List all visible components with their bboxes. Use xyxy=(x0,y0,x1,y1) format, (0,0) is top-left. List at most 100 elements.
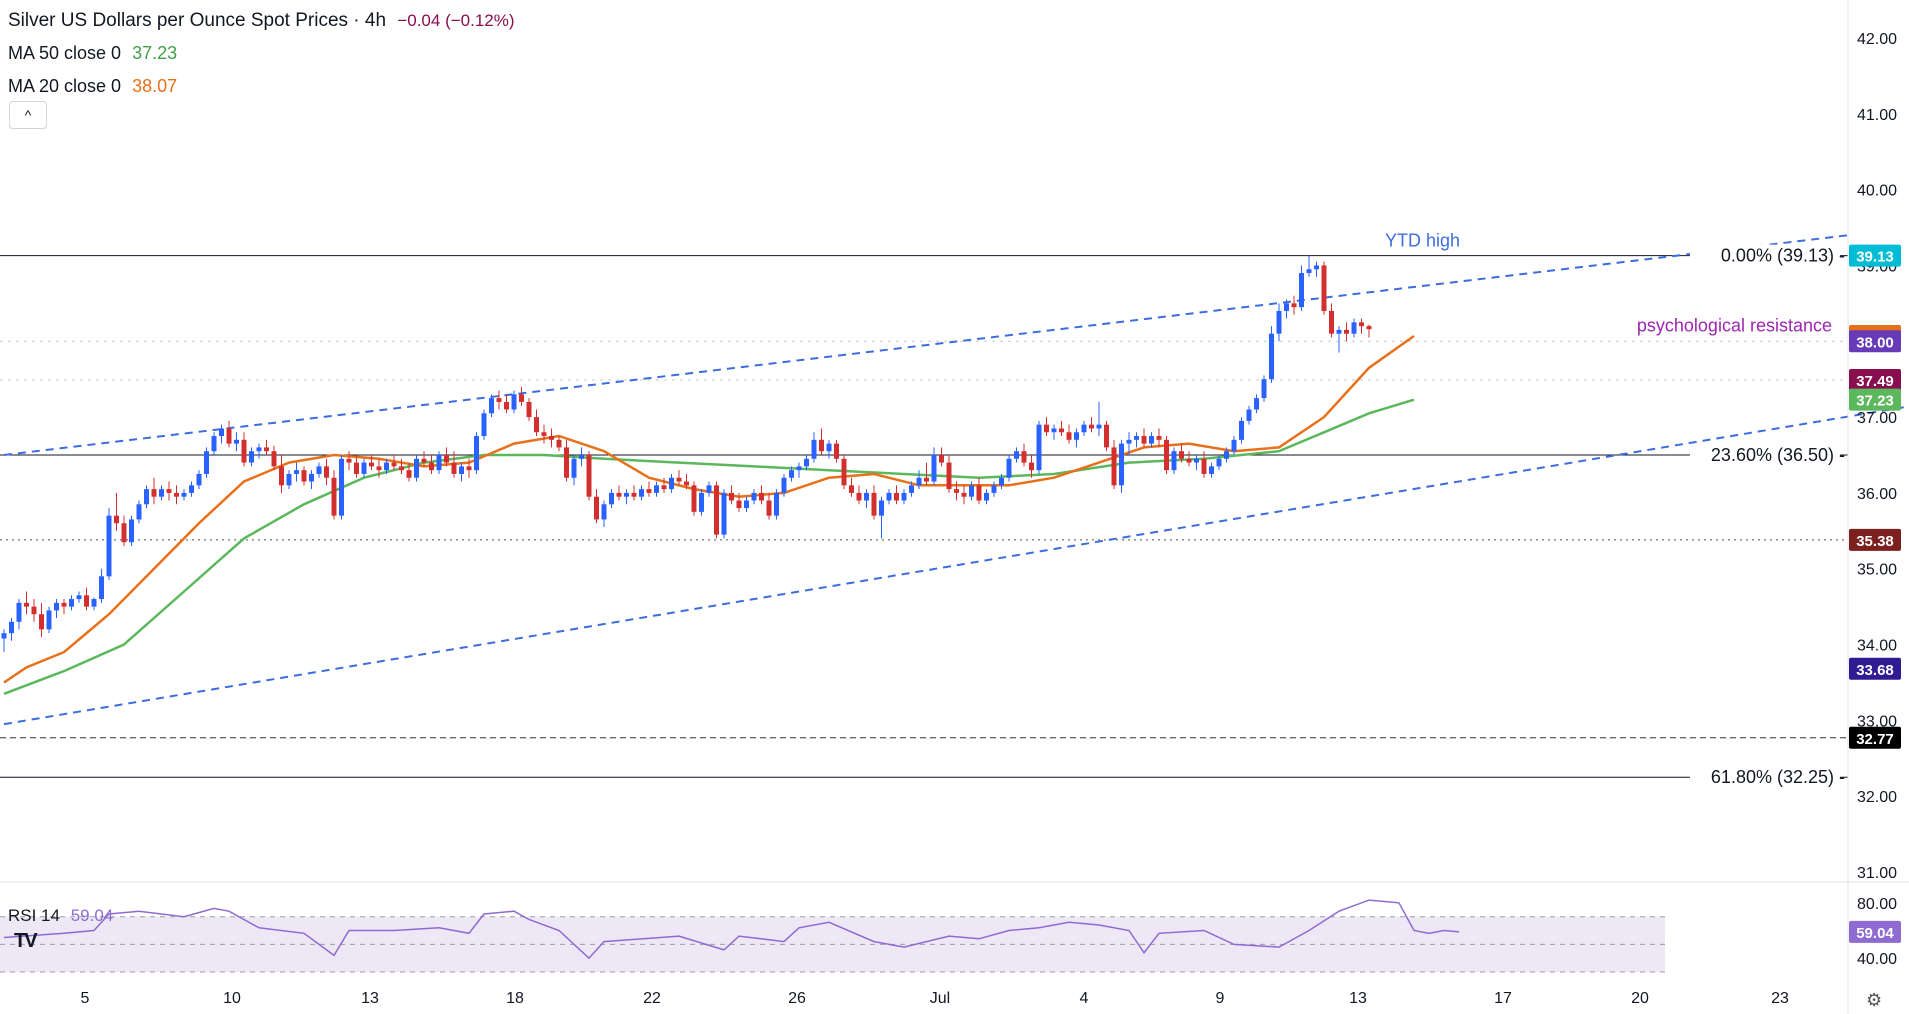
candle-body[interactable] xyxy=(271,451,277,467)
candle-body[interactable] xyxy=(571,458,577,478)
candle-body[interactable] xyxy=(1246,409,1252,421)
candle-body[interactable] xyxy=(399,466,404,471)
candle-body[interactable] xyxy=(946,462,952,490)
tradingview-logo[interactable]: TV xyxy=(14,930,52,954)
candle-body[interactable] xyxy=(1164,439,1169,471)
candle-body[interactable] xyxy=(1074,432,1079,440)
candle-body[interactable] xyxy=(256,447,262,452)
candle-body[interactable] xyxy=(526,401,532,418)
candle-body[interactable] xyxy=(91,599,97,607)
candle-body[interactable] xyxy=(849,485,854,493)
candle-body[interactable] xyxy=(954,489,959,493)
candle-body[interactable] xyxy=(826,443,832,452)
candle-body[interactable] xyxy=(1066,432,1072,440)
candle-body[interactable] xyxy=(429,462,434,471)
candle-body[interactable] xyxy=(1171,451,1177,471)
candle-body[interactable] xyxy=(489,398,494,414)
candle-body[interactable] xyxy=(1044,424,1049,433)
candle-body[interactable] xyxy=(1096,424,1102,429)
candle-body[interactable] xyxy=(1321,265,1327,311)
candle-body[interactable] xyxy=(1216,458,1222,467)
candle-body[interactable] xyxy=(421,458,427,463)
rsi-legend[interactable]: RSI 14 59.04 xyxy=(8,906,113,926)
candle-body[interactable] xyxy=(984,492,989,501)
candle-body[interactable] xyxy=(114,515,119,524)
candle-body[interactable] xyxy=(481,413,487,437)
price-badge[interactable]: 39.13 xyxy=(1849,244,1901,267)
candle-body[interactable] xyxy=(324,466,329,478)
candle-body[interactable] xyxy=(594,496,599,520)
candle-body[interactable] xyxy=(1081,424,1087,433)
ma20-line[interactable] xyxy=(3,334,1415,684)
ma50-legend[interactable]: MA 50 close 0 37.23 xyxy=(8,37,515,70)
candle-body[interactable] xyxy=(279,466,284,486)
candle-body[interactable] xyxy=(309,473,314,482)
candle-body[interactable] xyxy=(759,492,764,501)
candle-body[interactable] xyxy=(226,428,232,444)
candle-body[interactable] xyxy=(166,489,172,493)
candle-body[interactable] xyxy=(466,466,472,471)
candle-body[interactable] xyxy=(1284,303,1289,311)
candle-body[interactable] xyxy=(174,492,179,497)
candle-body[interactable] xyxy=(1269,333,1274,380)
candle-body[interactable] xyxy=(706,485,712,493)
candle-body[interactable] xyxy=(684,481,689,486)
candle-body[interactable] xyxy=(1351,322,1357,334)
candle-body[interactable] xyxy=(234,439,239,444)
candle-body[interactable] xyxy=(699,492,704,512)
candle-body[interactable] xyxy=(879,500,884,516)
candle-body[interactable] xyxy=(909,485,914,493)
candle-body[interactable] xyxy=(1029,462,1034,471)
collapse-legend-button[interactable]: ^ xyxy=(9,101,47,129)
candle-body[interactable] xyxy=(616,492,622,497)
candle-body[interactable] xyxy=(1059,428,1064,433)
candle-body[interactable] xyxy=(931,455,937,482)
candle-body[interactable] xyxy=(1291,303,1297,308)
candle-body[interactable] xyxy=(106,515,112,577)
candle-body[interactable] xyxy=(286,473,292,486)
candle-body[interactable] xyxy=(1366,326,1372,330)
candle-body[interactable] xyxy=(46,610,52,630)
channel-upper-line[interactable] xyxy=(3,234,1850,456)
candle-body[interactable] xyxy=(624,492,629,497)
candle-body[interactable] xyxy=(316,466,322,474)
candle-body[interactable] xyxy=(1336,329,1342,334)
candle-body[interactable] xyxy=(894,492,899,501)
candle-body[interactable] xyxy=(819,439,824,452)
candle-body[interactable] xyxy=(834,443,839,459)
candle-body[interactable] xyxy=(676,477,682,482)
candle-body[interactable] xyxy=(549,436,554,440)
candle-body[interactable] xyxy=(856,492,862,501)
candle-body[interactable] xyxy=(346,458,352,463)
candle-body[interactable] xyxy=(969,485,974,497)
candle-body[interactable] xyxy=(1156,436,1162,440)
ma20-legend[interactable]: MA 20 close 0 38.07 xyxy=(8,70,515,103)
candle-body[interactable] xyxy=(84,595,89,607)
candle-body[interactable] xyxy=(1186,458,1192,463)
candle-body[interactable] xyxy=(1306,269,1312,274)
candle-body[interactable] xyxy=(376,466,382,471)
candle-body[interactable] xyxy=(519,394,524,402)
candle-body[interactable] xyxy=(579,455,584,459)
candle-body[interactable] xyxy=(864,492,869,501)
candle-body[interactable] xyxy=(1149,436,1154,444)
candle-body[interactable] xyxy=(211,436,217,452)
candle-body[interactable] xyxy=(241,439,247,463)
candle-body[interactable] xyxy=(646,489,652,493)
candle-body[interactable] xyxy=(886,492,892,501)
candle-body[interactable] xyxy=(24,602,29,607)
candle-body[interactable] xyxy=(331,477,337,516)
candle-body[interactable] xyxy=(151,489,157,497)
candle-body[interactable] xyxy=(1314,265,1319,270)
candle-body[interactable] xyxy=(1179,451,1184,459)
psychological-resistance-label[interactable]: psychological resistance xyxy=(1637,315,1832,335)
candle-body[interactable] xyxy=(1104,424,1109,448)
candle-body[interactable] xyxy=(121,523,127,543)
candle-body[interactable] xyxy=(736,500,742,509)
candle-body[interactable] xyxy=(451,462,457,474)
candle-body[interactable] xyxy=(924,477,929,482)
candle-body[interactable] xyxy=(901,492,907,501)
candle-body[interactable] xyxy=(1194,458,1199,463)
candle-body[interactable] xyxy=(1231,439,1237,452)
candle-body[interactable] xyxy=(534,417,539,433)
